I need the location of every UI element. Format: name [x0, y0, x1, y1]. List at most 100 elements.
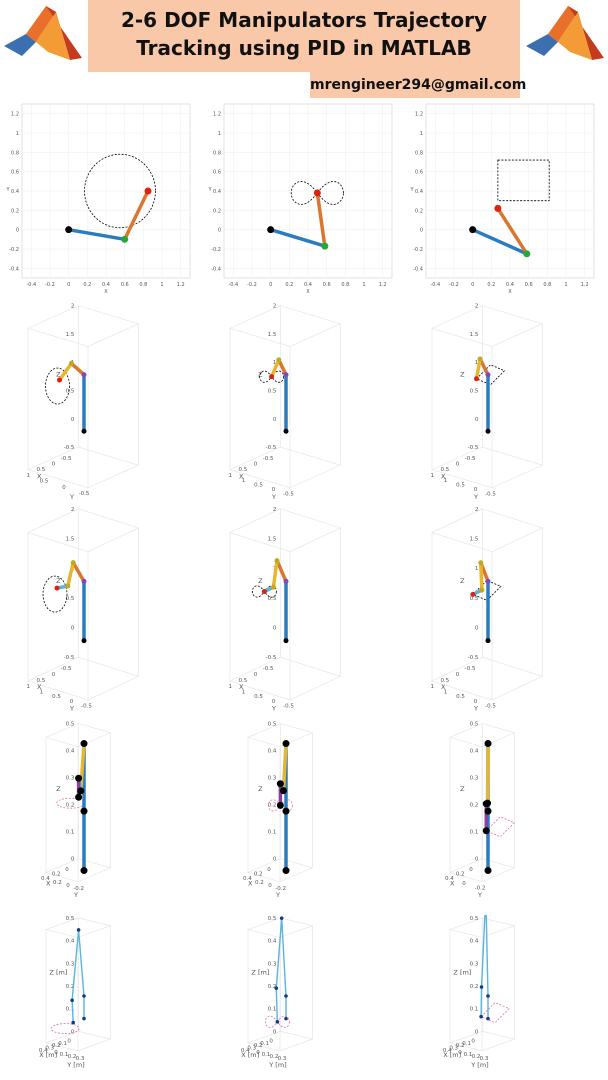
manipulator-joint	[81, 372, 87, 378]
y-axis-label: Y	[207, 187, 212, 193]
chart-panel: 0.5 0.4 0.3 0.2 0.1 0 Z [m] 0 0.1 0.2 0.3 0.4 X [m] 0…	[202, 915, 402, 1077]
manipulator-joint	[261, 588, 267, 594]
manipulator-joint	[71, 1020, 75, 1025]
manipulator-joint	[80, 740, 88, 748]
manipulator-joint	[482, 800, 490, 808]
x-tick-label: 0.1	[260, 1041, 269, 1047]
manipulator-joint	[282, 867, 290, 875]
y-axis-label: Y [m]	[66, 1061, 84, 1069]
z-tick-label: 0.1	[268, 830, 277, 836]
manipulator-joint	[269, 374, 275, 380]
manipulator-link	[478, 357, 490, 377]
z-tick-label: 0.5	[268, 596, 277, 602]
manipulator-link	[79, 741, 86, 793]
y-tick-label: 1	[218, 131, 221, 137]
z-tick-label: 0.2	[268, 984, 277, 990]
manipulator-joint	[494, 204, 502, 212]
y-tick-label: 0.1	[60, 1052, 69, 1058]
z-tick-label: 0.4	[470, 748, 479, 754]
z-axis-label: Z	[460, 370, 465, 378]
manipulator-link	[280, 917, 287, 997]
grid-plane	[229, 508, 342, 552]
z-tick-label: 1	[475, 566, 479, 572]
chart-panel: -0.4 -0.2 0 0.2 0.4 0.6 0.8 1 1.2 1.2 1 0.8 0.6 0.4 0.…	[202, 98, 402, 298]
z-tick-label: 0.2	[470, 984, 479, 990]
z-tick-label: 1.5	[268, 332, 277, 338]
manipulator-joint	[485, 428, 491, 434]
z-tick-label: 1.5	[66, 332, 75, 338]
manipulator-joint	[65, 226, 73, 234]
grid-plane	[247, 723, 314, 747]
y-tick-label: 1.2	[11, 112, 19, 118]
manipulator-joint	[270, 584, 276, 590]
z-tick-label: 0.5	[66, 596, 75, 602]
y-tick-label: 1	[444, 478, 448, 484]
y-tick-label: 0	[70, 699, 74, 705]
y-axis-label: Y [m]	[470, 1061, 488, 1069]
x-tick-label: -0.5	[465, 456, 476, 462]
y-tick-label: -0.2	[275, 886, 286, 892]
x-tick-label: 0.6	[121, 282, 129, 288]
y-tick-label: 0.6	[213, 170, 221, 176]
manipulator-link	[69, 361, 86, 377]
y-tick-label: 0	[458, 1050, 462, 1056]
manipulator-joint	[75, 793, 83, 801]
x-tick-label: 0	[269, 282, 272, 288]
x-tick-label: 0.2	[487, 282, 495, 288]
x-tick-label: 0.8	[543, 282, 551, 288]
matlab-logo-icon-left	[4, 6, 82, 60]
manipulator-link	[71, 929, 80, 1001]
manipulator-joint	[479, 587, 485, 593]
trajectory-path	[475, 364, 506, 386]
x-tick-label: 0.2	[254, 1043, 263, 1049]
x-axis-label: X	[508, 289, 512, 295]
y-tick-label: 0.4	[213, 189, 221, 195]
z-axis-label: Z	[56, 370, 61, 378]
y-tick-label: 0.6	[11, 170, 19, 176]
y-tick-label: 0.2	[213, 208, 221, 214]
manipulator-joint	[75, 774, 83, 782]
y-tick-label: 0.8	[213, 150, 221, 156]
chart-panel: 0.5 0.4 0.3 0.2 0.1 0 Z 0 0.2 0.4 X 0 -0.2 Y	[404, 720, 604, 913]
z-tick-label: 0	[475, 1029, 479, 1035]
x-tick-label: 0	[254, 462, 258, 468]
manipulator-link	[71, 560, 86, 584]
manipulator-joint	[54, 585, 60, 591]
z-tick-label: 0	[273, 417, 277, 423]
x-tick-label: 0.8	[341, 282, 349, 288]
manipulator-joint	[479, 1014, 483, 1019]
x-tick-label: 0	[456, 462, 460, 468]
x-axis-label: X	[441, 472, 446, 480]
z-tick-label: 0.5	[470, 596, 479, 602]
x-tick-label: -0.4	[228, 282, 238, 288]
x-tick-label: 0.3	[449, 1045, 458, 1051]
x-tick-label: 1	[431, 473, 435, 479]
x-tick-label: 0	[269, 1038, 273, 1044]
z-axis-label: Z [m]	[49, 969, 67, 977]
x-tick-label: 0.5	[37, 678, 46, 684]
manipulator-joint	[81, 428, 87, 434]
y-tick-label: 0	[462, 881, 466, 887]
manipulator-joint	[121, 235, 129, 243]
x-axis-label: X	[37, 472, 42, 480]
z-tick-label: 0.5	[470, 388, 479, 394]
y-tick-label: 1	[242, 478, 246, 484]
manipulator-link	[470, 227, 529, 256]
x-tick-label: 0.1	[462, 1041, 471, 1047]
x-tick-label: 0.2	[285, 282, 293, 288]
manipulator-link	[496, 206, 529, 256]
manipulator-joint	[283, 428, 289, 434]
y-tick-label: 1.2	[213, 112, 221, 118]
contact-email: mrengineer294@gmail.com	[310, 72, 526, 98]
z-tick-label: 1	[475, 360, 479, 366]
z-tick-label: 0.4	[66, 939, 75, 945]
z-tick-label: -0.5	[64, 445, 75, 451]
title-line-2: Tracking using PID in MATLAB	[136, 36, 472, 60]
manipulator-joint	[473, 376, 479, 382]
trajectory-path	[485, 816, 515, 838]
grid-plane	[45, 858, 112, 883]
y-tick-label: 0.2	[53, 880, 62, 886]
grid-plane	[229, 305, 342, 347]
